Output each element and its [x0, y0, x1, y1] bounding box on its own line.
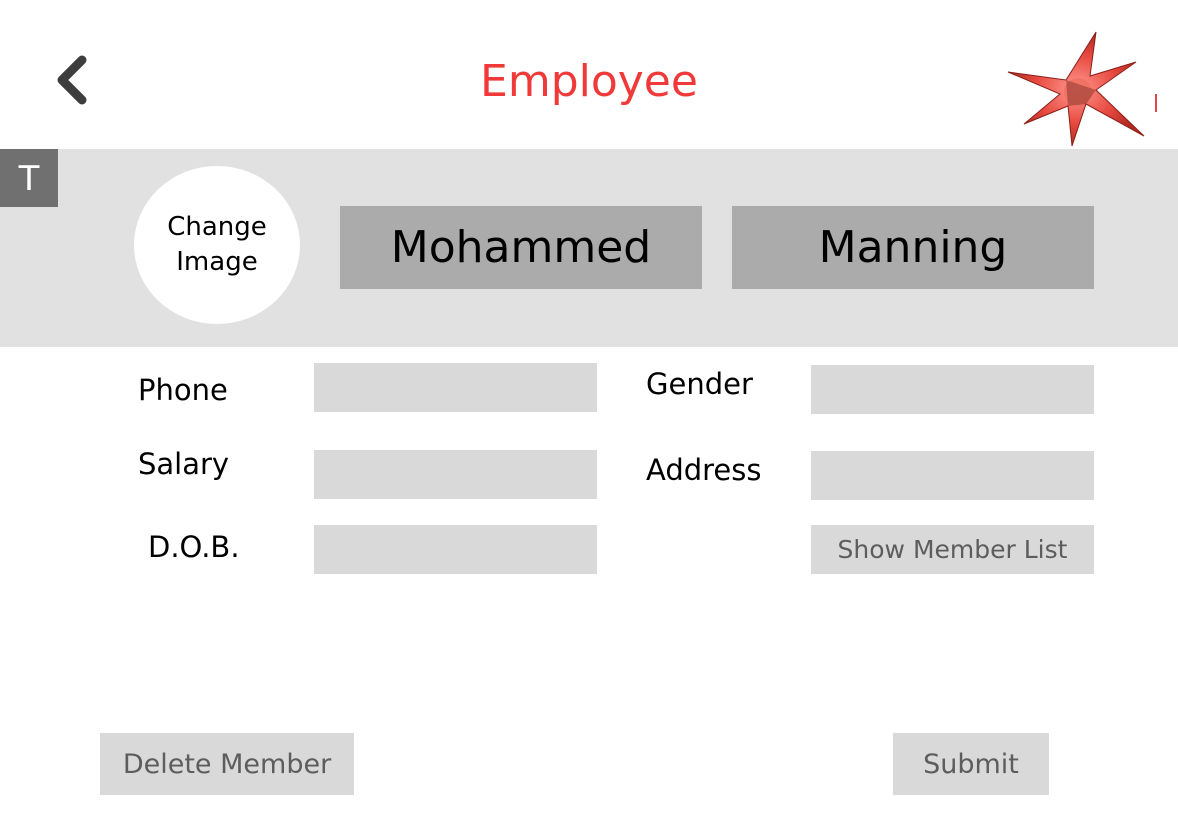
address-field[interactable]	[811, 451, 1094, 500]
show-member-list-button[interactable]: Show Member List	[811, 525, 1094, 574]
red-starburst-logo-icon	[1004, 28, 1154, 150]
phone-label: Phone	[138, 373, 228, 407]
back-button[interactable]	[52, 52, 96, 108]
phone-field[interactable]	[314, 363, 597, 412]
gender-field[interactable]	[811, 365, 1094, 414]
page-title: Employee	[480, 56, 698, 107]
address-label: Address	[646, 453, 762, 487]
gender-label: Gender	[646, 367, 753, 401]
change-image-button[interactable]: Change Image	[134, 166, 300, 324]
last-name-field[interactable]: Manning	[732, 206, 1094, 289]
first-name-field[interactable]: Mohammed	[340, 206, 702, 289]
dob-label: D.O.B.	[148, 530, 240, 564]
edge-marker	[1155, 94, 1157, 112]
delete-member-button[interactable]: Delete Member	[100, 733, 354, 795]
submit-button[interactable]: Submit	[893, 733, 1049, 795]
salary-label: Salary	[138, 447, 230, 481]
dob-field[interactable]	[314, 525, 597, 574]
salary-field[interactable]	[314, 450, 597, 499]
text-tool-badge[interactable]: T	[0, 149, 58, 207]
chevron-left-icon	[57, 55, 87, 105]
